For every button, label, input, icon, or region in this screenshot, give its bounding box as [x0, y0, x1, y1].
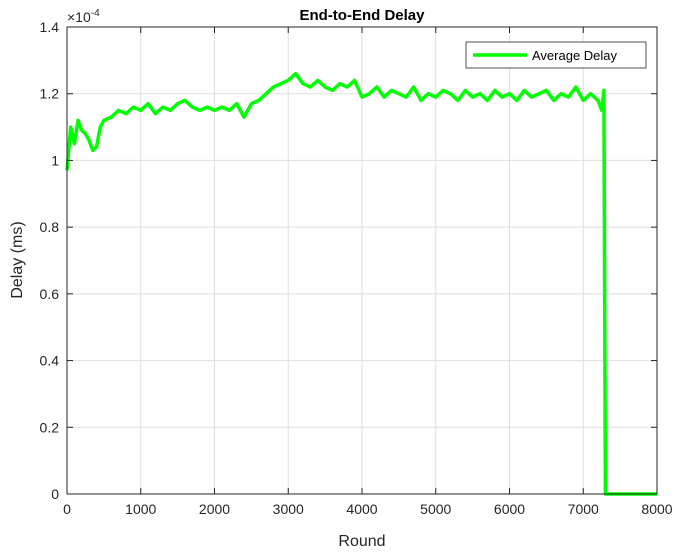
exponent-power: -4 [91, 8, 100, 19]
y-axis-label: Delay (ms) [9, 221, 26, 298]
x-tick-label: 6000 [494, 501, 525, 517]
series-layer [65, 71, 657, 496]
ticks [66, 26, 658, 495]
y-tick-label: 1 [51, 152, 59, 168]
legend: Average Delay [465, 41, 647, 69]
y-tick-label: 1.4 [40, 19, 60, 35]
x-tick-label: 3000 [273, 501, 304, 517]
y-tick-label: 0.4 [40, 353, 60, 369]
x-tick-label: 5000 [420, 501, 451, 517]
x-tick-label: 8000 [641, 501, 672, 517]
y-tick-label: 1.2 [40, 86, 60, 102]
y-tick-label: 0.8 [40, 219, 60, 235]
series-line-average-delay [65, 71, 657, 496]
x-axis-label: Round [338, 533, 385, 550]
y-tick-labels: 0 0.2 0.4 0.6 0.8 1 1.2 1.4 [40, 19, 60, 502]
exponent-base: ×10 [67, 9, 91, 25]
x-tick-label: 4000 [346, 501, 377, 517]
x-tick-labels: 0 1000 2000 3000 4000 5000 6000 7000 8000 [63, 501, 673, 517]
chart-title: End-to-End Delay [299, 7, 425, 24]
x-tick-label: 2000 [199, 501, 230, 517]
legend-label-average-delay: Average Delay [532, 48, 618, 63]
y-tick-label: 0.2 [40, 419, 60, 435]
y-exponent-label: ×10-4 [67, 8, 100, 25]
x-tick-label: 0 [63, 501, 71, 517]
y-tick-label: 0.6 [40, 286, 60, 302]
x-tick-label: 1000 [125, 501, 156, 517]
y-tick-label: 0 [51, 486, 59, 502]
x-tick-label: 7000 [568, 501, 599, 517]
